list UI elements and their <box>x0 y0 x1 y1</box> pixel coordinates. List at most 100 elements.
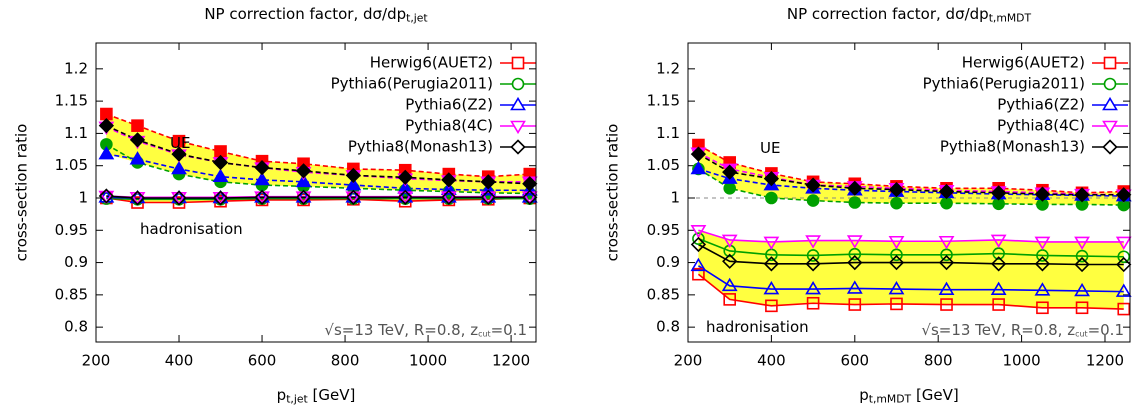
hadronisation-point <box>295 189 312 205</box>
legend-label: Pythia6(Z2) <box>405 96 493 114</box>
hadronisation-point <box>763 236 780 250</box>
hadronisation-line <box>698 237 1124 258</box>
ue-point <box>98 118 115 134</box>
hadronisation-point <box>991 256 1007 272</box>
y-tick-label: 1.2 <box>64 59 88 77</box>
ue-point <box>254 171 270 186</box>
hadronisation-point <box>98 188 115 204</box>
legend-marker <box>1103 56 1117 70</box>
annotation: √s=13 TeV, R=0.8, zcut=0.1 <box>324 321 527 339</box>
hadronisation-point <box>522 189 538 205</box>
hadronisation-point <box>690 236 707 253</box>
y-tick-label: 0.85 <box>647 285 680 303</box>
text-part: √s=13 TeV, R=0.8, z <box>921 321 1075 339</box>
hadronisation-point <box>888 254 905 271</box>
legend-label: Pythia6(Perugia2011) <box>923 75 1085 93</box>
hadronisation-point <box>1074 236 1090 250</box>
hadronisation-point <box>345 191 362 205</box>
hadronisation-line <box>698 229 1124 243</box>
legend-marker <box>510 96 526 111</box>
x-tick-label: 1200 <box>1086 352 1124 370</box>
hadronisation-point <box>1036 301 1049 315</box>
legend-label: Pythia8(4C) <box>405 117 493 135</box>
ue-point <box>171 146 187 162</box>
ue-point <box>690 146 707 162</box>
hadronisation-point <box>992 298 1005 311</box>
hadronisation-point <box>1075 249 1089 263</box>
x-tick-label: 600 <box>248 352 277 370</box>
hadronisation-point <box>938 281 955 295</box>
x-axis-title: pt,jet [GeV] <box>277 386 356 406</box>
text-part: p <box>277 386 287 404</box>
hadronisation-point <box>765 299 778 313</box>
hadronisation-point <box>890 297 903 311</box>
ue-point <box>98 146 115 160</box>
legend-marker <box>1102 139 1118 155</box>
hadronisation-point <box>1117 302 1131 316</box>
y-tick-label: 0.9 <box>656 253 680 271</box>
x-tick-label: 600 <box>840 352 869 370</box>
hadronisation-point <box>295 191 312 205</box>
hadronisation-point <box>888 235 905 250</box>
hadronisation-point <box>990 234 1007 249</box>
hadronisation-point <box>254 191 270 205</box>
x-tick-label: 200 <box>82 352 111 370</box>
x-tick-label: 400 <box>165 352 194 370</box>
hadronisation-point <box>480 189 496 205</box>
annotation: UE <box>760 139 780 157</box>
hadronisation-point <box>805 280 821 295</box>
ue-point <box>848 196 862 209</box>
hadronisation-point <box>938 235 955 250</box>
hadronisation-point <box>1074 282 1090 297</box>
hadronisation-point <box>397 191 414 205</box>
hadronisation-point <box>1115 283 1132 297</box>
y-axis-title: cross-section ratio <box>13 124 31 262</box>
x-tick-label: 400 <box>757 352 786 370</box>
y-tick-label: 0.95 <box>55 221 88 239</box>
hadronisation-line <box>106 195 530 199</box>
hadronisation-point <box>1115 236 1132 250</box>
x-tick-label: 1000 <box>409 352 447 370</box>
ue-point <box>763 170 780 187</box>
x-tick-label: 1200 <box>492 352 530 370</box>
hadronisation-point <box>1074 256 1090 273</box>
ue-point <box>254 160 270 176</box>
legend-label: Pythia8(Monash13) <box>348 138 493 156</box>
hadronisation-point <box>1034 236 1051 250</box>
legend-marker <box>511 56 525 70</box>
y-axis-title: cross-section ratio <box>604 124 622 262</box>
hadronisation-point <box>723 293 736 306</box>
y-tick-label: 0.85 <box>55 285 88 303</box>
hadronisation-point <box>763 280 780 295</box>
annotation: hadronisation <box>140 220 243 238</box>
y-tick-label: 1.05 <box>55 156 88 174</box>
y-tick-label: 1.15 <box>55 92 88 110</box>
text-part: hadronisation <box>706 318 809 336</box>
ue-point <box>805 177 821 193</box>
hadronisation-point <box>171 190 187 206</box>
ue-point <box>888 181 905 198</box>
annotation: √s=13 TeV, R=0.8, zcut=0.1 <box>921 321 1124 339</box>
legend-marker <box>1102 120 1118 135</box>
ue-point <box>991 185 1007 201</box>
legend-marker <box>1103 77 1117 91</box>
subscript: t,jet <box>286 393 308 406</box>
ue-point <box>480 174 496 190</box>
text-part: hadronisation <box>140 220 243 238</box>
hadronisation-point <box>806 296 820 310</box>
hadronisation-line <box>697 273 1124 310</box>
hadronisation-point <box>846 235 863 249</box>
chart-title: NP correction factor, dσ/dpt,mMDT <box>787 5 1032 25</box>
hadronisation-point <box>805 235 821 249</box>
text-part: p <box>859 386 869 404</box>
hadronisation-point <box>521 191 538 205</box>
legend-label: Herwig6(AUET2) <box>962 54 1085 72</box>
spread-band <box>698 145 1124 206</box>
hadronisation-point <box>1117 250 1131 264</box>
ue-point <box>940 196 953 210</box>
ue-point <box>295 173 312 188</box>
ue-point <box>397 169 413 185</box>
ue-point <box>890 196 903 210</box>
annotation: hadronisation <box>706 318 809 336</box>
text-part: √s=13 TeV, R=0.8, z <box>324 321 478 339</box>
